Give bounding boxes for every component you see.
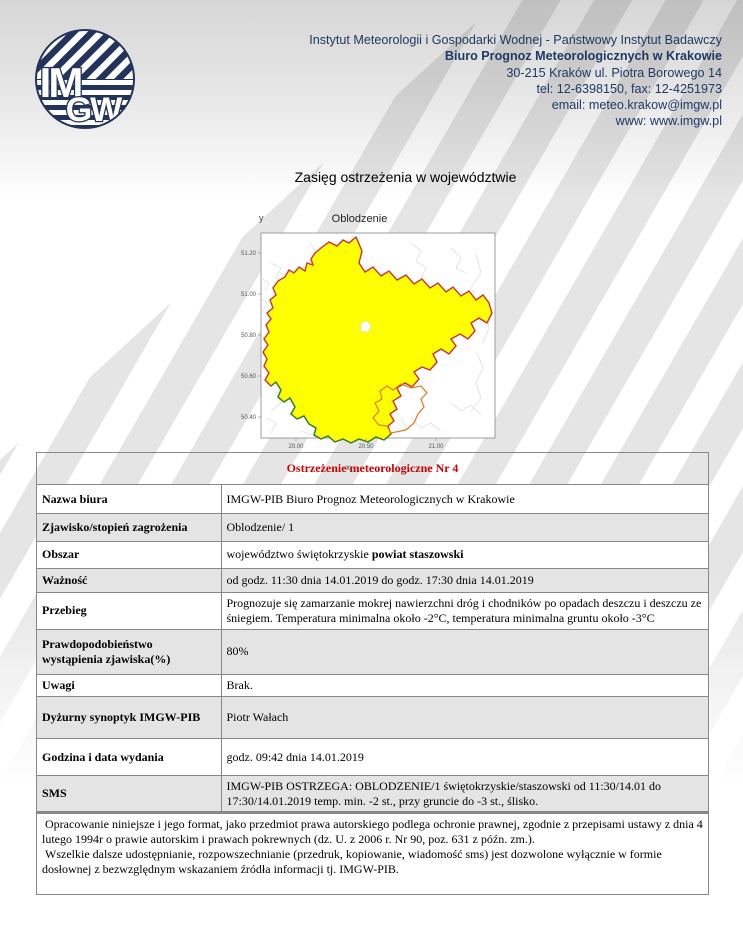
svg-text:20.00: 20.00 xyxy=(288,444,304,450)
svg-text:20.50: 20.50 xyxy=(358,444,374,450)
svg-text:GW: GW xyxy=(66,91,123,129)
svg-text:50.40: 50.40 xyxy=(241,415,257,421)
svg-text:50.60: 50.60 xyxy=(241,374,257,380)
svg-text:50.80: 50.80 xyxy=(241,333,257,339)
svg-text:51.20: 51.20 xyxy=(241,251,257,257)
svg-text:21.00: 21.00 xyxy=(428,444,444,450)
svg-text:51.00: 51.00 xyxy=(241,292,257,298)
